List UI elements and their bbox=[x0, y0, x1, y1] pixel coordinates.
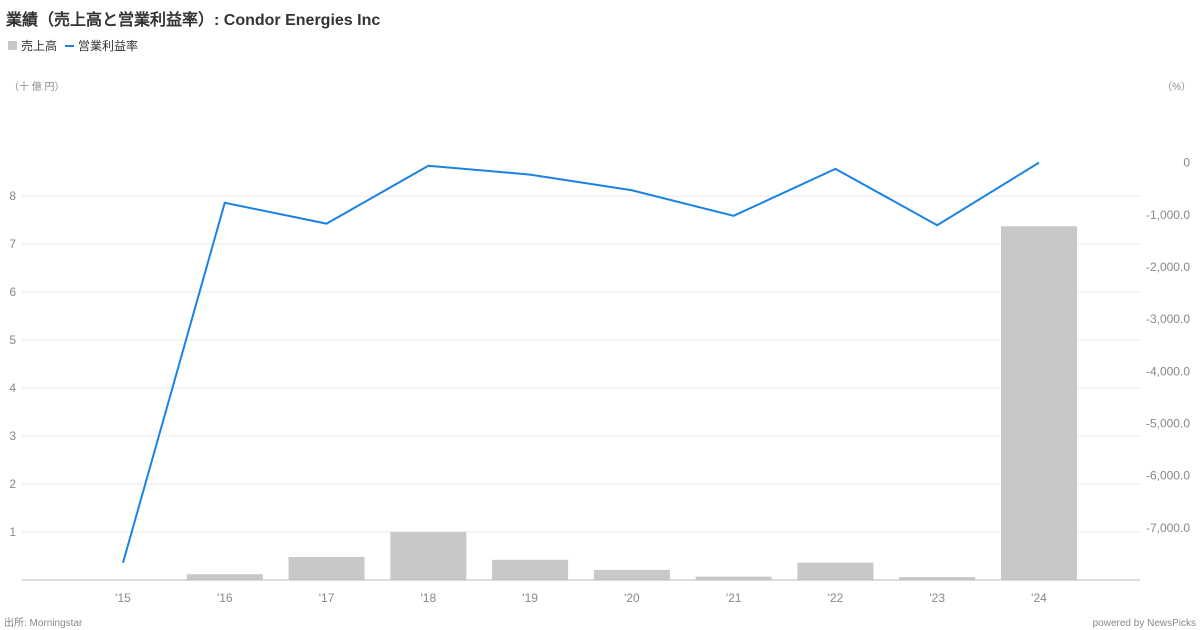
x-tick-label: '22 bbox=[828, 591, 844, 605]
x-tick-label: '24 bbox=[1031, 591, 1047, 605]
x-tick-label: '15 bbox=[115, 591, 131, 605]
x-tick-label: '17 bbox=[319, 591, 335, 605]
left-tick-label: 6 bbox=[9, 285, 16, 299]
left-tick-label: 7 bbox=[9, 237, 16, 251]
right-tick-label: -5,000.0 bbox=[1146, 416, 1190, 430]
chart-title: 業績（売上高と営業利益率）: Condor Energies Inc bbox=[6, 12, 381, 29]
x-tick-label: '20 bbox=[624, 591, 640, 605]
legend-item-margin[interactable]: 営業利益率 bbox=[65, 37, 138, 54]
left-tick-label: 4 bbox=[9, 381, 16, 395]
legend-label-margin: 営業利益率 bbox=[78, 39, 139, 53]
right-axis-unit: （%） bbox=[1162, 82, 1191, 93]
line-swatch-icon bbox=[65, 44, 75, 47]
left-tick-label: 3 bbox=[9, 429, 16, 443]
right-tick-label: -7,000.0 bbox=[1146, 521, 1190, 535]
source-note: 出所: Morningstar bbox=[4, 618, 83, 629]
x-tick-label: '16 bbox=[217, 591, 233, 605]
bar-19 bbox=[492, 559, 569, 580]
legend-item-sales[interactable]: 売上高 bbox=[8, 37, 57, 54]
bar-swatch-icon bbox=[8, 41, 17, 50]
bar-16 bbox=[186, 574, 263, 580]
left-tick-label: 2 bbox=[9, 477, 16, 491]
legend: 売上高 営業利益率 bbox=[8, 37, 146, 54]
left-axis-unit: （十 億 円） bbox=[9, 82, 65, 93]
bar-23 bbox=[899, 577, 976, 580]
x-tick-label: '21 bbox=[726, 591, 742, 605]
left-tick-label: 8 bbox=[9, 189, 16, 203]
right-tick-label: -1,000.0 bbox=[1146, 208, 1190, 222]
right-tick-label: -4,000.0 bbox=[1146, 364, 1190, 378]
operating-margin-line bbox=[122, 161, 1040, 564]
bar-24 bbox=[1001, 226, 1077, 581]
bar-21 bbox=[695, 576, 772, 580]
bar-17 bbox=[288, 556, 365, 580]
powered-by: powered by NewsPicks bbox=[1092, 618, 1196, 629]
bar-22 bbox=[797, 562, 874, 580]
right-tick-label: -3,000.0 bbox=[1146, 312, 1190, 326]
x-tick-label: '18 bbox=[421, 591, 437, 605]
x-tick-label: '23 bbox=[929, 591, 945, 605]
x-tick-label: '19 bbox=[522, 591, 538, 605]
bar-20 bbox=[593, 569, 670, 580]
legend-label-sales: 売上高 bbox=[21, 39, 58, 53]
left-tick-label: 5 bbox=[9, 333, 16, 347]
right-tick-label: -2,000.0 bbox=[1146, 260, 1190, 274]
bar-18 bbox=[390, 532, 467, 580]
right-tick-label: -6,000.0 bbox=[1146, 469, 1190, 483]
left-tick-label: 1 bbox=[9, 525, 16, 539]
right-tick-label: 0 bbox=[1183, 156, 1190, 170]
